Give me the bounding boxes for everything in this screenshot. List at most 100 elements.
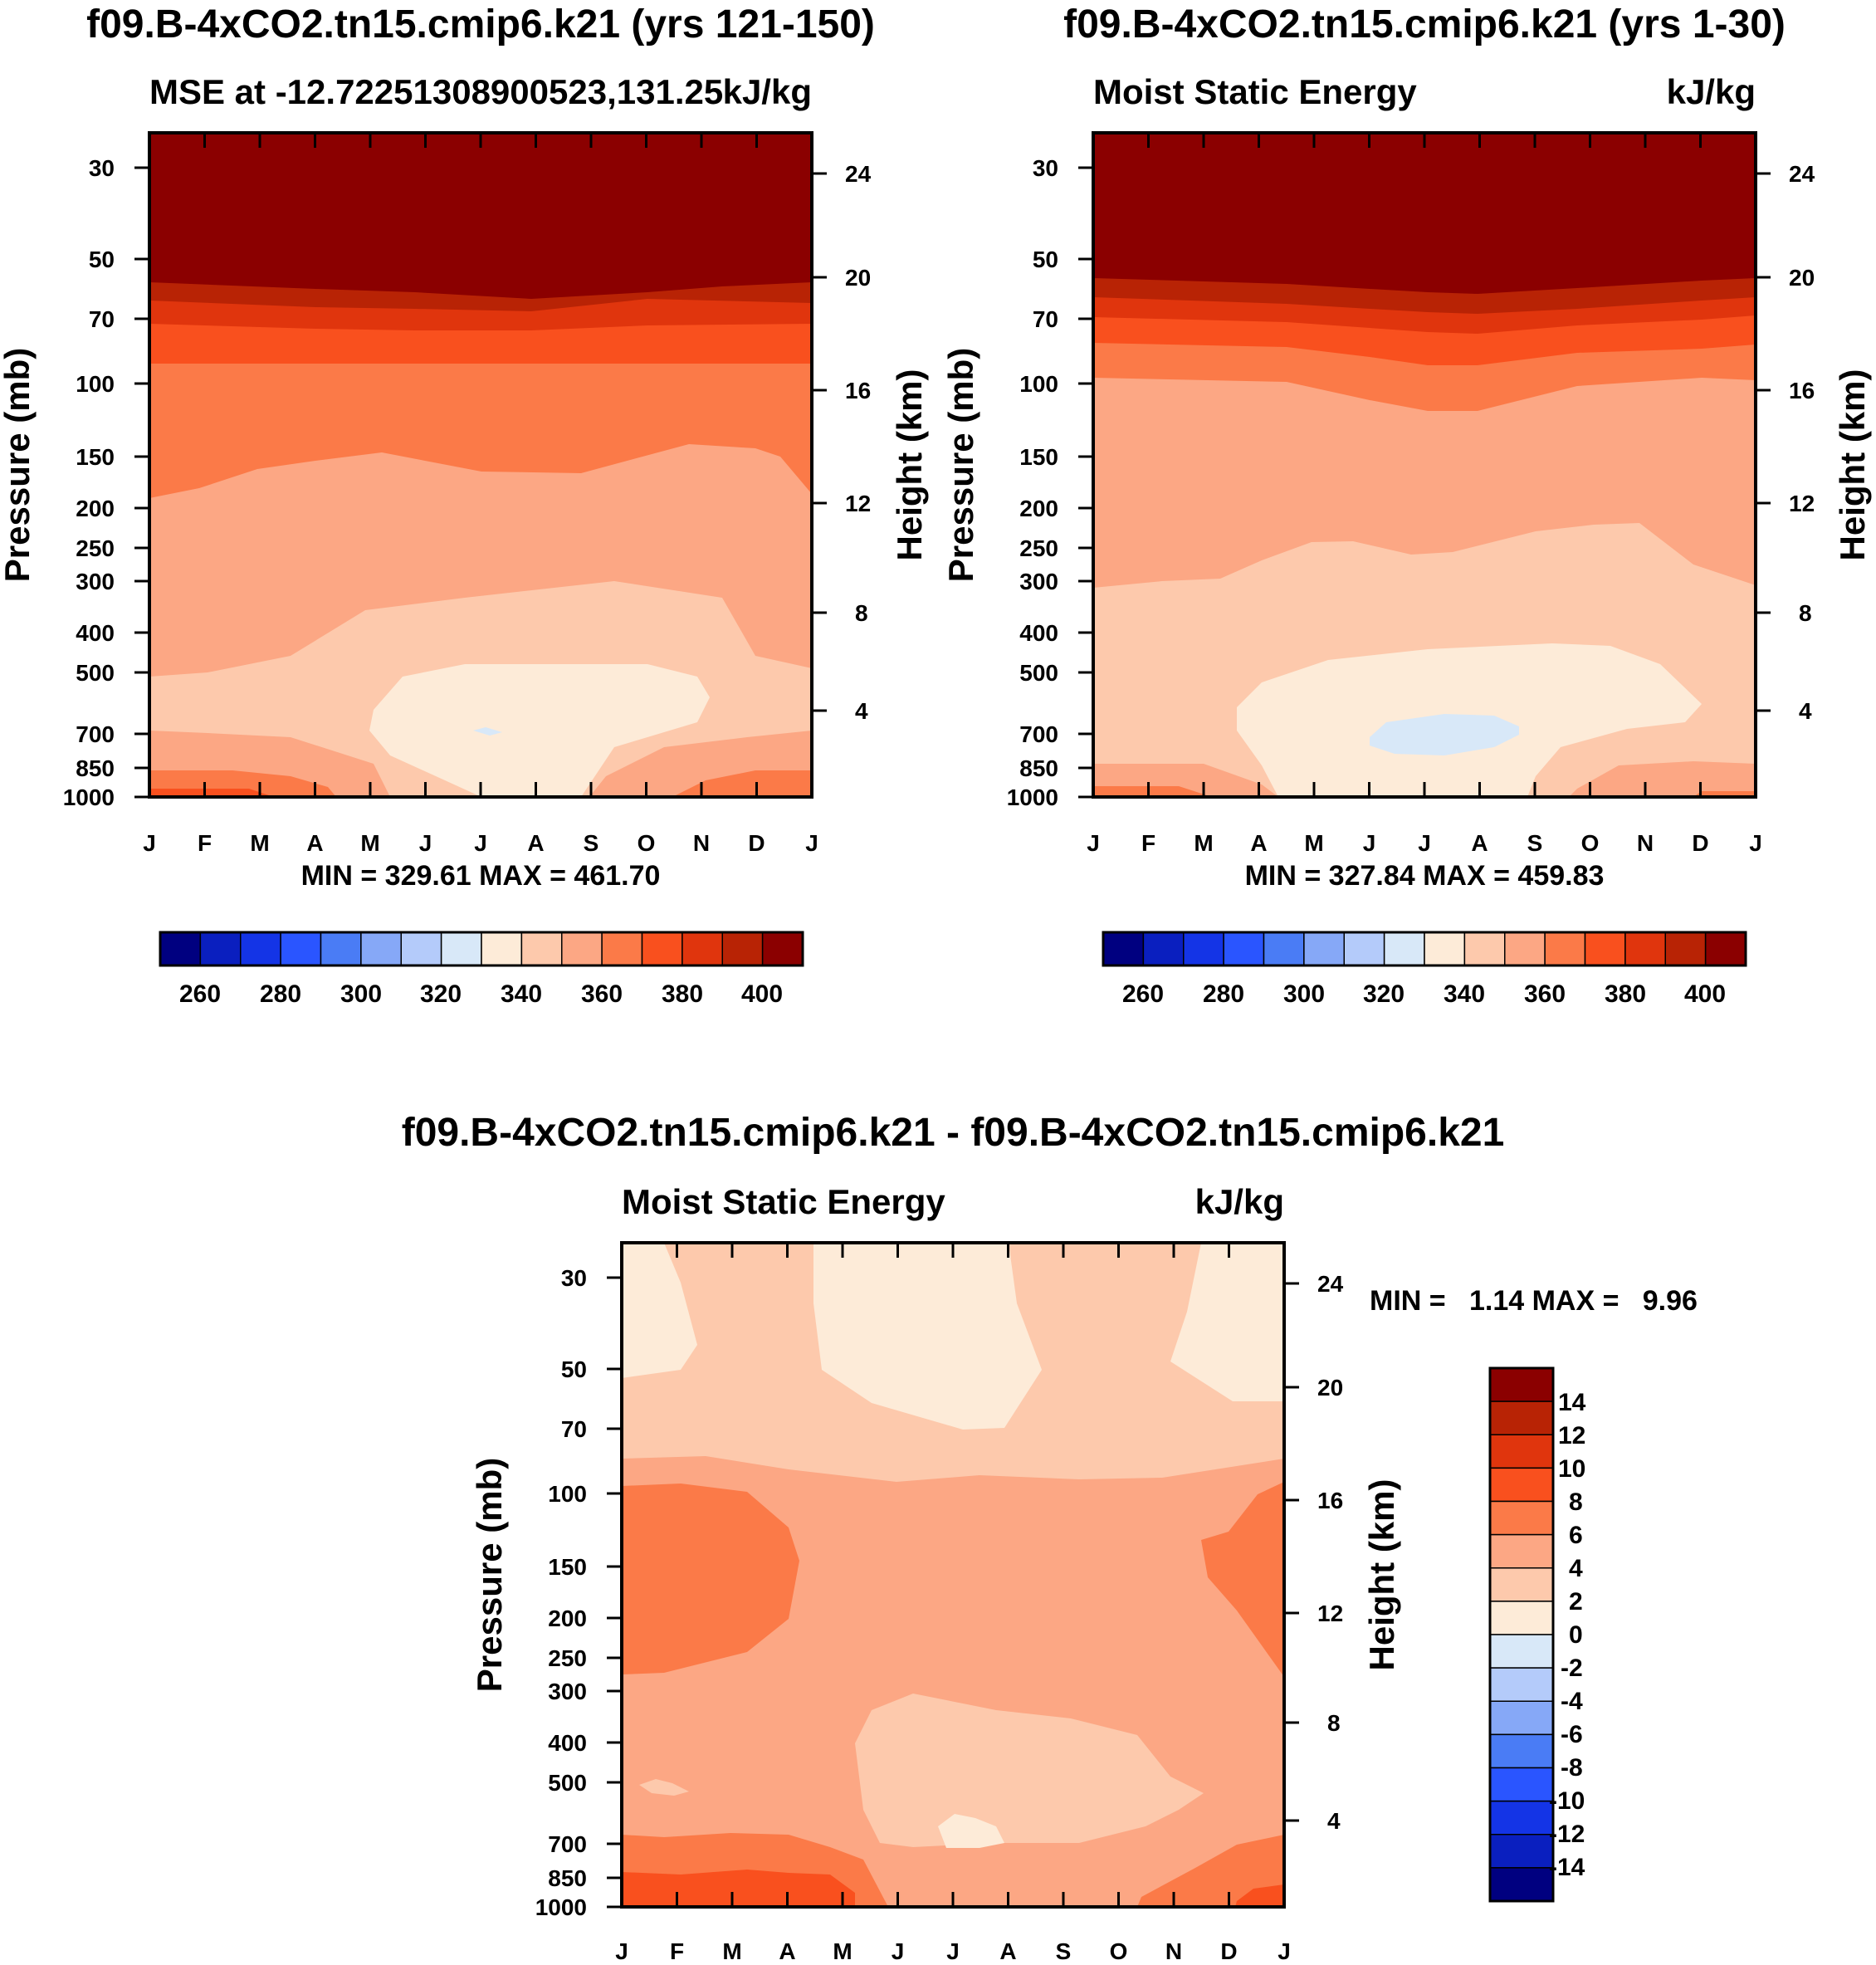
colorbar-label: 360 bbox=[1524, 980, 1566, 1008]
y-tick-label: 300 bbox=[76, 569, 115, 594]
y-tick-label: 70 bbox=[1033, 306, 1058, 332]
x-tick-label: M bbox=[833, 1938, 852, 1964]
colorbar-swatch bbox=[159, 931, 202, 966]
panel-1-title: f09.B-4xCO2.tn15.cmip6.k21 (yrs 121-150) bbox=[86, 2, 875, 46]
y-right-tick-label: 12 bbox=[1789, 491, 1815, 516]
x-tick-label: J bbox=[419, 830, 432, 856]
contour-fill bbox=[1137, 1835, 1284, 1907]
y-tick-label: 100 bbox=[76, 371, 115, 397]
panel-3-title: f09.B-4xCO2.tn15.cmip6.k21 - f09.B-4xCO2… bbox=[402, 1111, 1505, 1155]
colorbar-swatch bbox=[520, 931, 563, 966]
panel-1-colorbar: 260 280 300 320 340 360 380 400 bbox=[159, 931, 804, 1008]
y-right-tick-label: 24 bbox=[1317, 1271, 1344, 1297]
y-tick-label: 1000 bbox=[1007, 785, 1058, 810]
colorbar-swatch bbox=[1102, 931, 1145, 966]
y-right-tick-label: 20 bbox=[1317, 1375, 1343, 1400]
y-tick-label: 500 bbox=[76, 660, 115, 686]
x-tick-label: A bbox=[1471, 830, 1488, 856]
colorbar-swatch bbox=[1504, 931, 1546, 966]
y-tick-label: 250 bbox=[548, 1645, 587, 1671]
y-right-tick-label: 8 bbox=[1327, 1710, 1341, 1736]
y-right-tick-label: 4 bbox=[1799, 698, 1812, 724]
panel-3-yticks bbox=[607, 1276, 1299, 1909]
y-right-tick-label: 8 bbox=[1799, 600, 1812, 626]
y-tick-label: 700 bbox=[548, 1831, 587, 1857]
y-tick-label: 850 bbox=[548, 1865, 587, 1891]
colorbar-swatch bbox=[360, 931, 402, 966]
colorbar-swatch bbox=[1664, 931, 1707, 966]
panel-1-yticks bbox=[134, 166, 827, 799]
colorbar-label: 6 bbox=[1569, 1522, 1583, 1549]
x-tick-label: A bbox=[306, 830, 323, 856]
x-tick-label: A bbox=[1250, 830, 1267, 856]
panel-1-subtitle: MSE at -12.72251308900523,131.25 bbox=[149, 72, 723, 111]
y-tick-label: 50 bbox=[89, 247, 115, 272]
colorbar-label: 380 bbox=[1605, 980, 1646, 1008]
contour-fill bbox=[1235, 1884, 1284, 1907]
panel-2-xticks bbox=[1092, 133, 1757, 797]
colorbar-swatch bbox=[1584, 931, 1626, 966]
panel-3-contours bbox=[622, 1243, 1284, 1907]
panel-2-subtitle: Moist Static Energy bbox=[1093, 72, 1417, 111]
colorbar-label: 14 bbox=[1558, 1389, 1586, 1416]
panel-3-colorbar: 14 12 10 8 6 4 2 0 -2 -4 -6 -8 -10 -12 -… bbox=[1488, 1366, 1586, 1903]
panel-3-ylabel-right: Height (km) bbox=[1362, 1479, 1401, 1671]
x-tick-label: M bbox=[250, 830, 269, 856]
panel-1-contours bbox=[149, 133, 812, 797]
colorbar-swatch bbox=[641, 931, 683, 966]
colorbar-swatch bbox=[1463, 931, 1506, 966]
x-tick-label: J bbox=[615, 1938, 628, 1964]
y-tick-label: 50 bbox=[1033, 247, 1058, 272]
y-tick-label: 200 bbox=[1019, 496, 1058, 521]
colorbar-swatch bbox=[1489, 1367, 1554, 1402]
x-tick-label: M bbox=[1194, 830, 1213, 856]
x-tick-label: J bbox=[1278, 1938, 1291, 1964]
contour-fill bbox=[149, 133, 812, 299]
x-tick-label: D bbox=[1220, 1938, 1237, 1964]
colorbar-swatch bbox=[1489, 1800, 1554, 1835]
x-tick-label: J bbox=[474, 830, 487, 856]
panel-3-stats: MIN = 1.14 MAX = 9.96 bbox=[1370, 1285, 1698, 1317]
contour-fill bbox=[149, 789, 274, 797]
panel-2-stats: MIN = 327.84 MAX = 459.83 bbox=[1245, 860, 1605, 892]
colorbar-swatch bbox=[1489, 1700, 1554, 1736]
y-right-tick-label: 8 bbox=[855, 600, 868, 626]
panel-1-xtick-labels: J F M A M J J A S O N D J bbox=[143, 830, 818, 856]
panel-1-ytick-labels-right: 24 20 16 12 8 4 bbox=[845, 161, 872, 724]
x-tick-label: S bbox=[1527, 830, 1543, 856]
colorbar-swatch bbox=[1624, 931, 1666, 966]
colorbar-label: 300 bbox=[340, 980, 382, 1008]
y-right-tick-label: 24 bbox=[845, 161, 872, 187]
y-tick-label: 200 bbox=[76, 496, 115, 521]
y-tick-label: 100 bbox=[1019, 371, 1058, 397]
y-tick-label: 850 bbox=[76, 755, 115, 781]
colorbar-swatch bbox=[1223, 931, 1265, 966]
contour-fill bbox=[813, 1243, 1042, 1430]
x-tick-label: N bbox=[693, 830, 710, 856]
y-right-tick-label: 4 bbox=[855, 698, 868, 724]
y-tick-label: 200 bbox=[548, 1606, 587, 1631]
y-right-tick-label: 4 bbox=[1327, 1808, 1341, 1834]
colorbar-swatch bbox=[1489, 1400, 1554, 1435]
colorbar-label: 8 bbox=[1569, 1488, 1583, 1516]
colorbar-swatch bbox=[1489, 1667, 1554, 1702]
panel-2-ytick-labels-right: 24 20 16 12 8 4 bbox=[1789, 161, 1815, 724]
panel-3-subtitle: Moist Static Energy bbox=[622, 1182, 945, 1221]
contour-fill bbox=[639, 1779, 689, 1796]
colorbar-swatch bbox=[721, 931, 764, 966]
colorbar-swatch bbox=[440, 931, 482, 966]
contour-fill bbox=[369, 664, 710, 797]
colorbar-label: -6 bbox=[1561, 1721, 1583, 1748]
colorbar-swatch bbox=[481, 931, 523, 966]
colorbar-swatch bbox=[1183, 931, 1224, 966]
y-tick-label: 1000 bbox=[535, 1894, 587, 1920]
y-tick-label: 400 bbox=[548, 1730, 587, 1756]
y-right-tick-label: 12 bbox=[845, 491, 871, 516]
colorbar-swatch bbox=[1263, 931, 1305, 966]
colorbar-label: -10 bbox=[1549, 1787, 1585, 1815]
colorbar-swatch bbox=[1489, 1733, 1554, 1769]
colorbar-swatch bbox=[682, 931, 723, 966]
panel-3-xtick-labels: J F M A M J J A S O N D J bbox=[615, 1938, 1291, 1964]
colorbar-swatch bbox=[1489, 1434, 1554, 1469]
